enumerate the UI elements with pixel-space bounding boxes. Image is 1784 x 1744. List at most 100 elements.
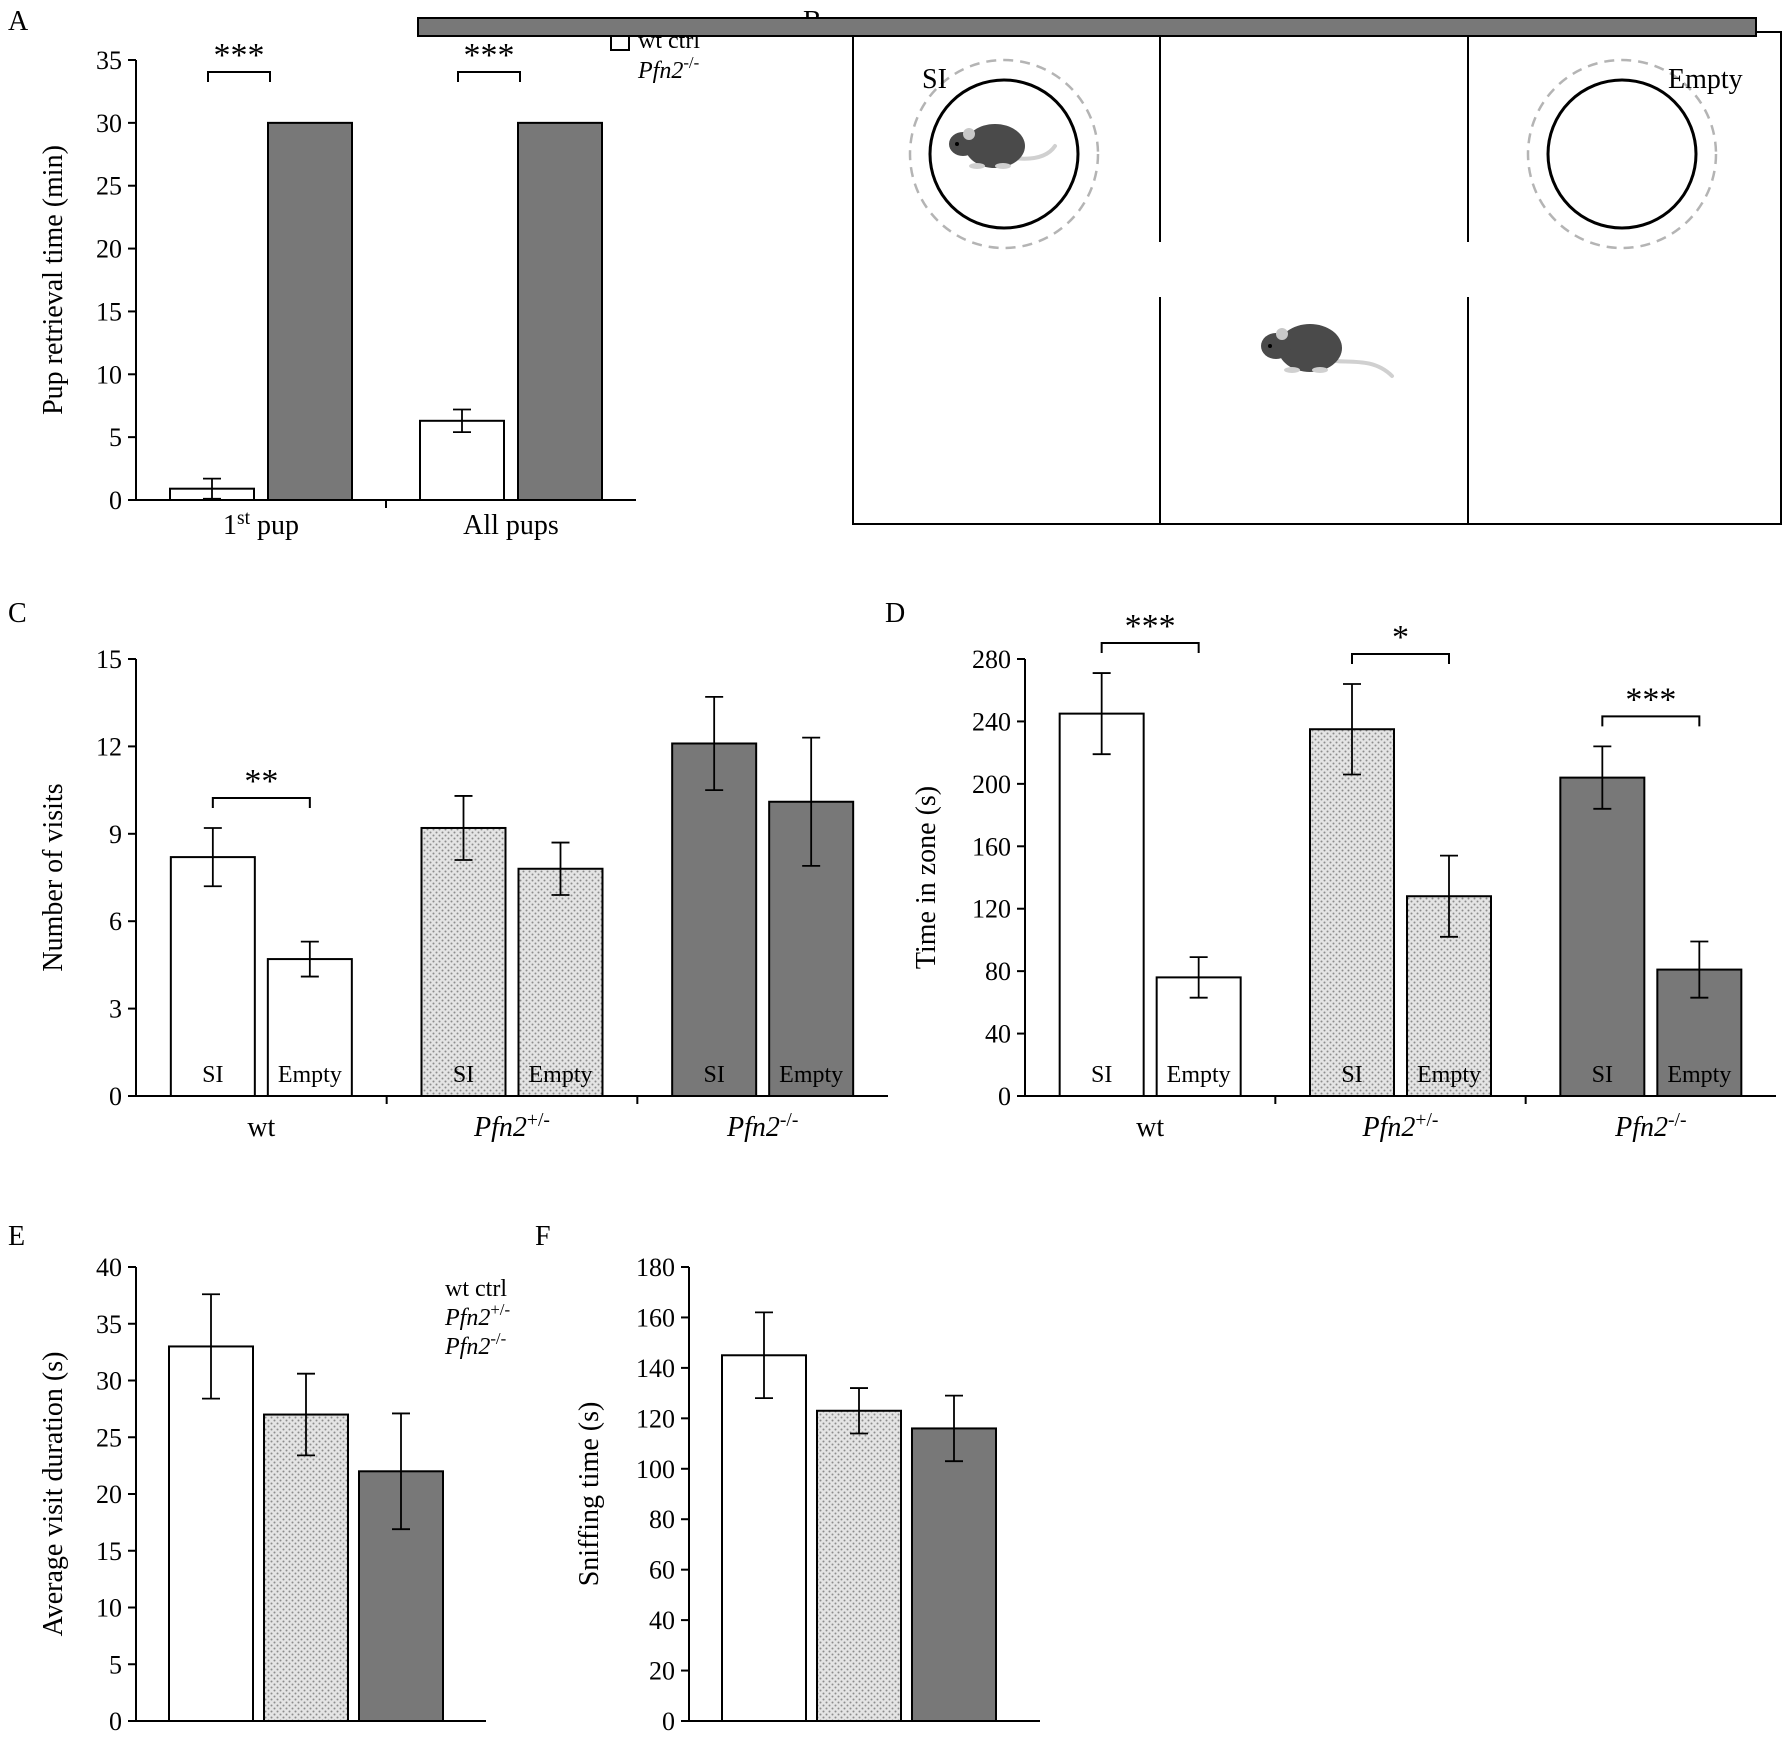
y-tick-label: 120 — [636, 1404, 675, 1433]
x-category-label: Pfn2-/- — [726, 1110, 798, 1143]
y-tick-label: 0 — [662, 1707, 675, 1736]
y-tick-label: 30 — [96, 109, 122, 138]
si-cage — [928, 78, 1080, 230]
y-tick-label: 15 — [96, 1537, 122, 1566]
bar-label: SI — [1592, 1062, 1613, 1088]
bar-group-0 — [168, 1345, 254, 1722]
legend-swatch-ko — [417, 17, 1757, 37]
bar-label: SI — [703, 1062, 724, 1088]
y-tick-label: 240 — [972, 707, 1011, 736]
bar-pfn2-ko — [267, 121, 353, 501]
significance-bracket — [1601, 715, 1701, 727]
bar-label: Empty — [278, 1062, 342, 1088]
bar-si — [1058, 712, 1145, 1097]
significance-stars: *** — [1125, 608, 1176, 645]
y-tick-label: 80 — [649, 1505, 675, 1534]
y-tick-label: 15 — [96, 297, 122, 326]
si-interaction-zone — [908, 58, 1100, 250]
y-tick-label: 0 — [109, 1082, 122, 1111]
panel-b-arena-diagram: B SI Empty — [803, 6, 1782, 525]
bar-si — [671, 742, 758, 1098]
significance-bracket — [1351, 652, 1450, 664]
x-category-label: Pfn2+/- — [473, 1110, 550, 1143]
significance-bracket — [1100, 642, 1200, 654]
significance-bracket — [207, 71, 271, 82]
y-axis-title: Sniffing time (s) — [574, 1402, 605, 1587]
y-tick-label: 35 — [96, 1310, 122, 1339]
y-tick-label: 12 — [96, 732, 122, 761]
y-tick-label: 60 — [649, 1556, 675, 1585]
empty-cage — [1546, 78, 1698, 230]
significance-bracket — [457, 71, 521, 82]
y-tick-label: 0 — [109, 486, 122, 515]
y-tick-label: 6 — [109, 907, 122, 936]
y-tick-label: 20 — [96, 1480, 122, 1509]
chart-a-pup-retrieval: A 0 5 10 15 20 25 30 35 Pup retrieval time (min) 1… — [8, 6, 700, 541]
bar-label: SI — [1091, 1062, 1112, 1088]
bar-group-1 — [816, 1409, 902, 1723]
x-category-label: Pfn2+/- — [1362, 1110, 1439, 1143]
y-tick-label: 25 — [96, 172, 122, 201]
chart-f-sniffing-time: F 0 20 40 60 80 100 120 140 160 180 Sniffing time (… — [535, 1221, 1040, 1736]
y-axis-title: Pup retrieval time (min) — [38, 145, 69, 415]
y-tick-label: 5 — [109, 1650, 122, 1679]
y-tick-label: 160 — [972, 832, 1011, 861]
si-cage-label: SI — [922, 64, 947, 95]
bar-wt-ctrl — [419, 419, 505, 501]
y-tick-label: 160 — [636, 1303, 675, 1332]
legend-label-ko: Pfn2-/- — [444, 1329, 506, 1360]
significance-stars: * — [1392, 619, 1409, 656]
bar-group-1 — [263, 1413, 349, 1723]
y-tick-label: 3 — [109, 995, 122, 1024]
y-tick-label: 35 — [96, 46, 122, 75]
legend: wt ctrl Pfn2+/- Pfn2-/- — [417, 17, 1757, 1360]
bar-label: SI — [202, 1062, 223, 1088]
bar-group-2 — [911, 1427, 997, 1723]
panel-letter-d: D — [885, 598, 905, 629]
y-tick-label: 80 — [985, 957, 1011, 986]
panel-letter-f: F — [535, 1221, 551, 1252]
y-axis-title: Average visit duration (s) — [38, 1352, 69, 1637]
y-tick-label: 40 — [96, 1253, 122, 1282]
significance-bracket — [211, 796, 311, 808]
y-tick-label: 0 — [998, 1082, 1011, 1111]
y-tick-label: 180 — [636, 1253, 675, 1282]
y-tick-label: 25 — [96, 1423, 122, 1452]
bar-pfn2-ko — [517, 121, 603, 501]
y-tick-label: 280 — [972, 645, 1011, 674]
y-tick-label: 100 — [636, 1455, 675, 1484]
panel-letter-c: C — [8, 598, 27, 629]
y-tick-label: 20 — [96, 235, 122, 264]
y-tick-label: 40 — [985, 1020, 1011, 1049]
arena-outline — [852, 31, 1782, 525]
significance-stars: *** — [214, 37, 265, 74]
bar-label: Empty — [779, 1062, 843, 1088]
chart-d-time-in-zone: D 0 40 80 120 160 200 240 280 Time in zone (s) SI E… — [885, 598, 1776, 1143]
legend-label-wt: wt ctrl — [445, 1276, 507, 1302]
significance-stars: ** — [244, 763, 278, 800]
x-category-label: 1st pup — [223, 508, 299, 541]
x-category-label: All pups — [463, 510, 559, 541]
y-axis-title: Number of visits — [38, 783, 69, 971]
y-tick-label: 120 — [972, 895, 1011, 924]
bar-label: Empty — [1167, 1062, 1231, 1088]
empty-cage-label: Empty — [1668, 64, 1743, 95]
bar-empty — [517, 867, 604, 1098]
y-tick-label: 40 — [649, 1606, 675, 1635]
bar-si — [169, 856, 256, 1098]
y-tick-label: 30 — [96, 1367, 122, 1396]
y-axis-title: Time in zone (s) — [911, 786, 942, 969]
bar-label: Empty — [529, 1062, 593, 1088]
bar-group-0 — [721, 1354, 807, 1723]
x-category-label: wt — [1136, 1112, 1164, 1143]
significance-stars: *** — [464, 37, 515, 74]
legend-label-ko: Pfn2-/- — [637, 53, 699, 84]
mouse-icon — [1261, 324, 1394, 378]
bar-si — [1559, 776, 1646, 1097]
empty-interaction-zone — [1526, 58, 1718, 250]
y-tick-label: 200 — [972, 770, 1011, 799]
x-category-label: wt — [247, 1112, 275, 1143]
bar-label: Empty — [1667, 1062, 1731, 1088]
